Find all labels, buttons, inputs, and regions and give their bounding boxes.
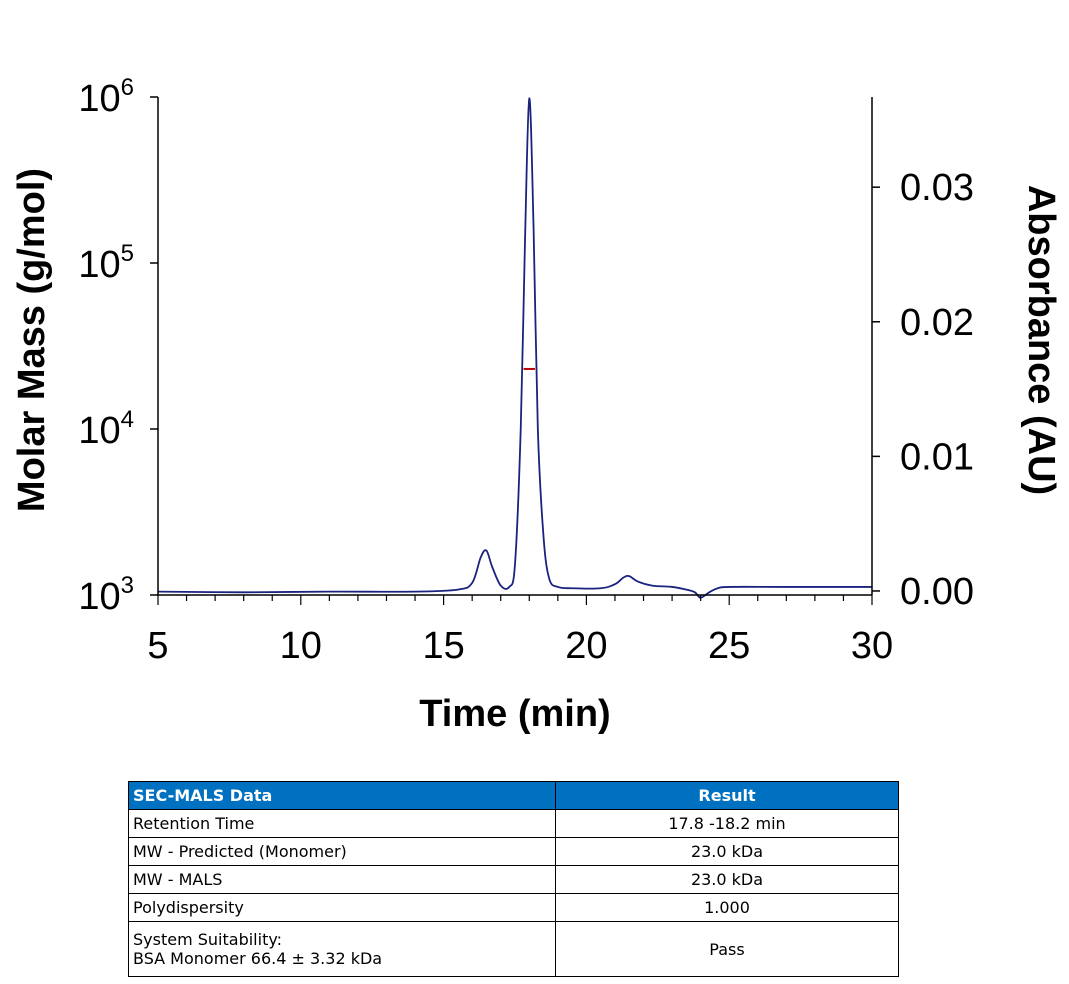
y-right-tick-label: 0.03 [900, 167, 974, 209]
table-row: MW - Predicted (Monomer) 23.0 kDa [128, 837, 899, 866]
row-label: MW - MALS [128, 865, 556, 894]
table-row: System Suitability: BSA Monomer 66.4 ± 3… [128, 921, 899, 977]
x-tick-label: 5 [147, 625, 168, 667]
y-right-tick-label: 0.00 [900, 571, 974, 613]
y-right-tick-label: 0.02 [900, 302, 974, 344]
row-label-line-2: BSA Monomer 66.4 ± 3.32 kDa [133, 949, 383, 968]
y-right-ticks: 0.00 0.01 0.02 0.03 [872, 167, 974, 613]
y-left-ticks: 103 104 105 106 [78, 74, 158, 618]
x-tick-label: 25 [708, 625, 750, 667]
row-label-line-1: System Suitability: [133, 930, 283, 949]
table-row: Retention Time 17.8 -18.2 min [128, 809, 899, 838]
y-left-tick-label: 106 [78, 74, 134, 120]
table-header-result: Result [555, 781, 899, 810]
y-axis-right-title: Absorbance (AU) [1020, 185, 1062, 495]
y-left-tick-label: 105 [78, 240, 134, 286]
table-header-label: SEC-MALS Data [128, 781, 556, 810]
axes [157, 97, 873, 596]
x-axis-title: Time (min) [419, 693, 610, 735]
y-axis-left-title: Molar Mass (g/mol) [11, 168, 53, 512]
row-label: System Suitability: BSA Monomer 66.4 ± 3… [128, 921, 556, 977]
row-label: Polydispersity [128, 893, 556, 922]
x-tick-label: 15 [422, 625, 464, 667]
y-left-tick-label: 104 [78, 406, 134, 452]
absorbance-series-line [157, 97, 872, 599]
y-right-tick-label: 0.01 [900, 436, 974, 478]
row-label: Retention Time [128, 809, 556, 838]
x-tick-label: 30 [851, 625, 893, 667]
table-row: Polydispersity 1.000 [128, 893, 899, 922]
row-value: Pass [555, 921, 899, 977]
row-value: 23.0 kDa [555, 837, 899, 866]
table-row: MW - MALS 23.0 kDa [128, 865, 899, 894]
row-value: 17.8 -18.2 min [555, 809, 899, 838]
x-ticks: 5 10 15 20 25 30 [147, 595, 893, 667]
sec-mals-table: SEC-MALS Data Result Retention Time 17.8… [128, 781, 899, 977]
row-value: 23.0 kDa [555, 865, 899, 894]
table-header-row: SEC-MALS Data Result [128, 781, 899, 810]
x-tick-label: 10 [280, 625, 322, 667]
x-tick-label: 20 [565, 625, 607, 667]
plot-area [157, 97, 872, 599]
y-left-tick-label: 103 [78, 572, 134, 618]
row-value: 1.000 [555, 893, 899, 922]
row-label: MW - Predicted (Monomer) [128, 837, 556, 866]
